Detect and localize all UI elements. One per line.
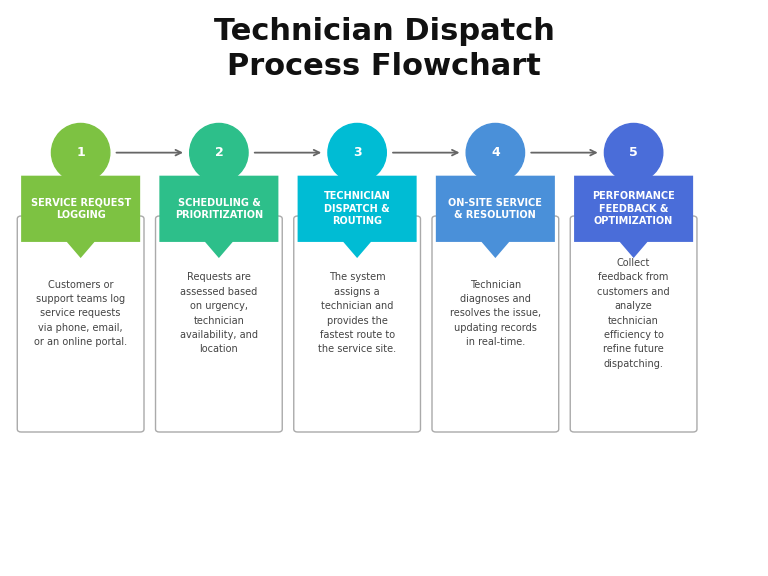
Polygon shape <box>298 176 416 258</box>
Ellipse shape <box>466 123 525 182</box>
Text: Collect
feedback from
customers and
analyze
technician
efficiency to
refine futu: Collect feedback from customers and anal… <box>598 258 670 369</box>
Text: SCHEDULING &
PRIORITIZATION: SCHEDULING & PRIORITIZATION <box>175 198 263 220</box>
Text: 3: 3 <box>353 146 362 159</box>
FancyBboxPatch shape <box>570 216 697 432</box>
Text: 5: 5 <box>629 146 638 159</box>
Text: 1: 1 <box>76 146 85 159</box>
FancyBboxPatch shape <box>293 216 421 432</box>
Ellipse shape <box>190 123 248 182</box>
Polygon shape <box>21 176 140 258</box>
Text: ON-SITE SERVICE
& RESOLUTION: ON-SITE SERVICE & RESOLUTION <box>449 198 542 220</box>
Text: The system
assigns a
technician and
provides the
fastest route to
the service si: The system assigns a technician and prov… <box>318 272 396 354</box>
Text: Customers or
support teams log
service requests
via phone, email,
or an online p: Customers or support teams log service r… <box>34 280 127 347</box>
Text: 2: 2 <box>214 146 223 159</box>
FancyBboxPatch shape <box>432 216 559 432</box>
Text: 4: 4 <box>491 146 500 159</box>
Text: Technician Dispatch
Process Flowchart: Technician Dispatch Process Flowchart <box>214 17 554 81</box>
FancyBboxPatch shape <box>17 216 144 432</box>
FancyBboxPatch shape <box>155 216 282 432</box>
Text: PERFORMANCE
FEEDBACK &
OPTIMIZATION: PERFORMANCE FEEDBACK & OPTIMIZATION <box>592 191 675 226</box>
Ellipse shape <box>604 123 663 182</box>
Polygon shape <box>159 176 278 258</box>
Ellipse shape <box>328 123 386 182</box>
Text: SERVICE REQUEST
LOGGING: SERVICE REQUEST LOGGING <box>31 198 131 220</box>
Text: Requests are
assessed based
on urgency,
technician
availability, and
location: Requests are assessed based on urgency, … <box>180 272 258 354</box>
Polygon shape <box>574 176 693 258</box>
Ellipse shape <box>51 123 110 182</box>
Text: TECHNICIAN
DISPATCH &
ROUTING: TECHNICIAN DISPATCH & ROUTING <box>324 191 390 226</box>
Text: Technician
diagnoses and
resolves the issue,
updating records
in real-time.: Technician diagnoses and resolves the is… <box>450 280 541 347</box>
Polygon shape <box>436 176 554 258</box>
